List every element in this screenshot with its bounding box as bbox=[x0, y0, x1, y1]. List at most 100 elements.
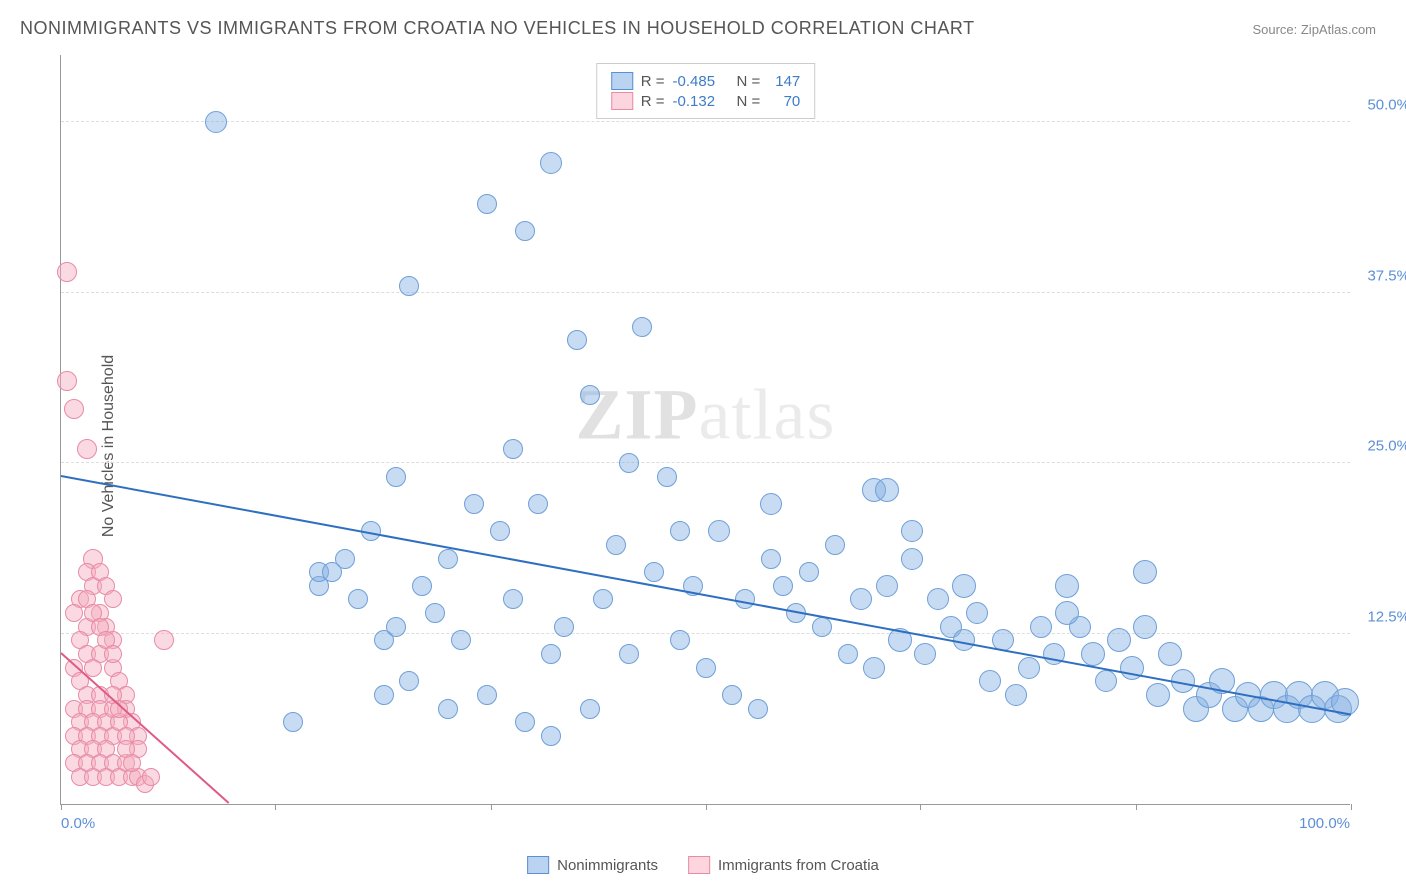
data-point bbox=[952, 574, 976, 598]
data-point bbox=[1005, 684, 1027, 706]
data-point bbox=[761, 549, 781, 569]
data-point bbox=[657, 467, 677, 487]
y-tick-label: 25.0% bbox=[1367, 438, 1406, 455]
data-point bbox=[901, 520, 923, 542]
legend-swatch bbox=[611, 92, 633, 110]
data-point bbox=[708, 520, 730, 542]
data-point bbox=[503, 589, 523, 609]
data-point bbox=[1030, 616, 1052, 638]
trend-line bbox=[61, 475, 1351, 716]
legend-swatch bbox=[611, 72, 633, 90]
r-value: -0.485 bbox=[673, 73, 729, 90]
x-tick-mark bbox=[706, 804, 707, 810]
data-point bbox=[580, 699, 600, 719]
r-value: -0.132 bbox=[673, 93, 729, 110]
data-point bbox=[438, 699, 458, 719]
data-point bbox=[799, 562, 819, 582]
x-tick-mark bbox=[275, 804, 276, 810]
data-point bbox=[386, 467, 406, 487]
data-point bbox=[632, 317, 652, 337]
x-tick-mark bbox=[61, 804, 62, 810]
data-point bbox=[927, 588, 949, 610]
data-point bbox=[875, 478, 899, 502]
data-point bbox=[850, 588, 872, 610]
data-point bbox=[438, 549, 458, 569]
data-point bbox=[322, 562, 342, 582]
data-point bbox=[503, 439, 523, 459]
data-point bbox=[374, 685, 394, 705]
data-point bbox=[541, 726, 561, 746]
n-label: N = bbox=[737, 73, 761, 90]
data-point bbox=[644, 562, 664, 582]
data-point bbox=[386, 617, 406, 637]
data-point bbox=[593, 589, 613, 609]
data-point bbox=[451, 630, 471, 650]
data-point bbox=[348, 589, 368, 609]
gridline bbox=[61, 633, 1350, 634]
legend-swatch bbox=[688, 856, 710, 874]
n-value: 70 bbox=[768, 93, 800, 110]
data-point bbox=[154, 630, 174, 650]
data-point bbox=[142, 768, 160, 786]
data-point bbox=[1095, 670, 1117, 692]
data-point bbox=[205, 111, 227, 133]
data-point bbox=[966, 602, 988, 624]
legend-series-item: Nonimmigrants bbox=[527, 856, 658, 874]
data-point bbox=[914, 643, 936, 665]
data-point bbox=[773, 576, 793, 596]
data-point bbox=[1146, 683, 1170, 707]
n-label: N = bbox=[737, 93, 761, 110]
data-point bbox=[57, 371, 77, 391]
legend-correlation-row: R = -0.132 N = 70 bbox=[611, 92, 801, 110]
n-value: 147 bbox=[768, 73, 800, 90]
gridline bbox=[61, 292, 1350, 293]
data-point bbox=[515, 712, 535, 732]
data-point bbox=[979, 670, 1001, 692]
data-point bbox=[283, 712, 303, 732]
data-point bbox=[412, 576, 432, 596]
data-point bbox=[477, 194, 497, 214]
data-point bbox=[1133, 615, 1157, 639]
data-point bbox=[606, 535, 626, 555]
data-point bbox=[104, 590, 122, 608]
data-point bbox=[490, 521, 510, 541]
data-point bbox=[1133, 560, 1157, 584]
data-point bbox=[619, 644, 639, 664]
data-point bbox=[554, 617, 574, 637]
data-point bbox=[425, 603, 445, 623]
data-point bbox=[399, 671, 419, 691]
data-point bbox=[104, 645, 122, 663]
data-point bbox=[876, 575, 898, 597]
data-point bbox=[670, 630, 690, 650]
r-label: R = bbox=[641, 73, 665, 90]
y-tick-label: 37.5% bbox=[1367, 267, 1406, 284]
legend-series: NonimmigrantsImmigrants from Croatia bbox=[527, 856, 879, 874]
data-point bbox=[863, 657, 885, 679]
data-point bbox=[399, 276, 419, 296]
data-point bbox=[123, 754, 141, 772]
data-point bbox=[748, 699, 768, 719]
data-point bbox=[464, 494, 484, 514]
x-tick-mark bbox=[920, 804, 921, 810]
data-point bbox=[696, 658, 716, 678]
data-point bbox=[670, 521, 690, 541]
data-point bbox=[1158, 642, 1182, 666]
data-point bbox=[825, 535, 845, 555]
data-point bbox=[64, 399, 84, 419]
chart-title: NONIMMIGRANTS VS IMMIGRANTS FROM CROATIA… bbox=[20, 18, 975, 39]
legend-correlation: R = -0.485 N = 147 R = -0.132 N = 70 bbox=[596, 63, 816, 119]
x-tick-mark bbox=[1136, 804, 1137, 810]
data-point bbox=[477, 685, 497, 705]
data-point bbox=[1055, 574, 1079, 598]
chart-area: ZIPatlas R =-0.485N =147R =-0.132N =70 0… bbox=[60, 55, 1350, 805]
gridline bbox=[61, 462, 1350, 463]
r-label: R = bbox=[641, 93, 665, 110]
data-point bbox=[901, 548, 923, 570]
data-point bbox=[812, 617, 832, 637]
x-tick-mark bbox=[1351, 804, 1352, 810]
data-point bbox=[77, 439, 97, 459]
legend-series-label: Nonimmigrants bbox=[557, 857, 658, 874]
data-point bbox=[1081, 642, 1105, 666]
watermark-light: atlas bbox=[699, 374, 836, 454]
data-point bbox=[528, 494, 548, 514]
